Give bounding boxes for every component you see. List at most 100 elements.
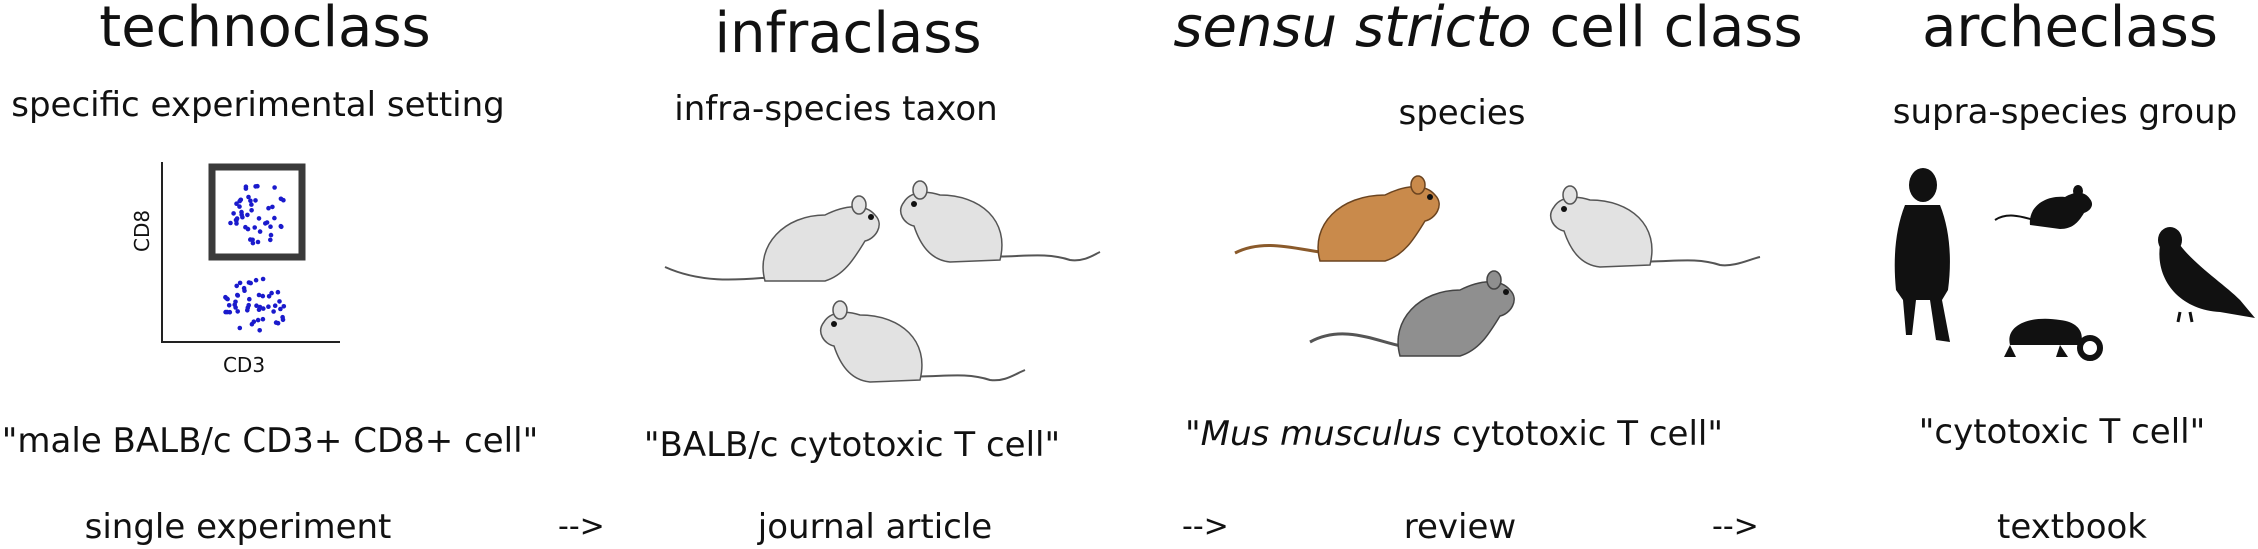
white-mouse-icon <box>900 180 1101 263</box>
flow-dot <box>232 302 237 308</box>
sensu-stricto-title: sensu stricto cell class <box>1173 0 1802 56</box>
flow-dot <box>226 303 232 308</box>
chameleon-icon <box>2004 318 2103 361</box>
flow-dot <box>275 289 281 295</box>
technoclass-title: technoclass <box>99 0 431 60</box>
flow-dot <box>255 317 261 323</box>
flow-dot <box>246 194 251 200</box>
flow-dot <box>231 211 236 216</box>
flow-dot <box>228 220 233 226</box>
textbook-label: textbook <box>1997 507 2147 547</box>
flow-dot <box>270 204 275 210</box>
flow-dot <box>249 202 254 207</box>
flow-dot <box>245 212 250 218</box>
flow-dot <box>266 304 271 310</box>
flow-dot <box>245 305 251 311</box>
brown-mouse-icon <box>1234 175 1440 262</box>
cell-class-text: cell class <box>1531 0 1803 60</box>
flow-dot <box>278 196 284 202</box>
flow-dot <box>255 239 261 245</box>
sensu-stricto-italic: sensu stricto <box>1173 0 1532 60</box>
flow-dot <box>239 212 244 218</box>
technoclass-subtitle: specific experimental setting <box>11 85 505 125</box>
flow-dot <box>223 294 228 300</box>
flow-dot <box>245 226 251 232</box>
flow-dot <box>266 294 272 299</box>
flow-dot <box>268 232 274 238</box>
flow-dot <box>243 184 249 189</box>
human-silhouette-icon <box>1894 168 1950 342</box>
flow-dot <box>278 306 283 312</box>
flow-dot <box>268 224 273 229</box>
archeclass-title: archeclass <box>1922 0 2218 60</box>
arrow-3: --> <box>1712 509 1759 544</box>
flow-dot <box>266 205 271 211</box>
flow-dot <box>257 328 263 333</box>
infraclass-example: "BALB/c cytotoxic T cell" <box>643 425 1061 465</box>
example-rest-text: cytotoxic T cell" <box>1441 414 1724 454</box>
flow-dot <box>248 280 253 286</box>
cd8-positive-dots <box>228 183 286 246</box>
cd8-negative-dots <box>223 276 287 333</box>
flow-dot <box>257 229 263 234</box>
flow-dot <box>234 216 240 221</box>
flow-dot <box>249 208 254 213</box>
flow-dot <box>272 215 277 221</box>
flow-dot <box>277 299 282 304</box>
flow-dot <box>234 283 239 289</box>
flow-dot <box>253 277 259 283</box>
flow-dot <box>235 309 240 314</box>
white-mouse-icon <box>1550 185 1761 268</box>
flow-dot <box>237 325 243 331</box>
flow-dot <box>272 303 278 309</box>
flow-dot <box>253 198 258 203</box>
arrow-2: --> <box>1182 509 1229 544</box>
flow-dot <box>275 320 281 326</box>
flow-dot <box>269 290 274 296</box>
black-mouse-icon <box>1994 185 2093 229</box>
flow-dot <box>235 292 240 298</box>
flow-dot <box>237 280 243 286</box>
y-axis-label: CD8 <box>130 209 154 252</box>
flow-plot <box>161 162 340 343</box>
journal-article-label: journal article <box>757 507 993 547</box>
sensu-stricto-subtitle: species <box>1398 93 1526 133</box>
flow-dot <box>250 237 255 243</box>
flow-dot <box>279 224 284 230</box>
x-axis-label: CD3 <box>222 353 266 377</box>
white-mouse-icon <box>820 300 1026 383</box>
flow-dot <box>247 296 252 302</box>
flow-dot <box>253 184 258 189</box>
pigeon-icon <box>2158 227 2255 323</box>
flow-dot <box>234 201 239 206</box>
flow-dot <box>242 288 247 294</box>
technoclass-example: "male BALB/c CD3+ CD8+ cell" <box>1 421 539 461</box>
flow-dot <box>271 309 276 314</box>
flow-dot <box>263 221 268 226</box>
flow-dot <box>272 185 277 190</box>
review-label: review <box>1403 507 1517 547</box>
archeclass-subtitle: supra-species group <box>1892 92 2238 132</box>
flow-dot <box>237 204 242 209</box>
flow-dot <box>227 309 233 315</box>
flow-dot <box>248 198 253 204</box>
flow-dot <box>223 309 228 315</box>
infraclass-subtitle: infra-species taxon <box>674 89 998 129</box>
mus-musculus-text: Mus musculus <box>1200 414 1442 454</box>
flow-dot <box>238 197 244 203</box>
flow-dot <box>256 292 262 298</box>
flow-dot <box>281 304 287 309</box>
flow-dot <box>250 240 256 246</box>
flow-dot <box>261 306 266 311</box>
flow-dot <box>252 225 257 230</box>
infraclass-title: infraclass <box>714 1 982 66</box>
archeclass-example: "cytotoxic T cell" <box>1918 412 2206 452</box>
flow-dot <box>260 276 266 282</box>
gate-box <box>208 163 306 261</box>
flow-dot <box>268 237 273 243</box>
flow-dot <box>256 216 262 221</box>
sensu-stricto-example: "Mus musculus cytotoxic T cell" <box>1185 417 1723 451</box>
arrow-1: --> <box>558 509 605 544</box>
flow-dot <box>280 314 285 320</box>
